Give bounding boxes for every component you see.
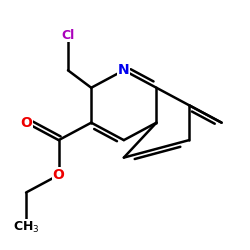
Text: CH$_3$: CH$_3$ [13,220,39,235]
Text: O: O [53,168,64,182]
Text: Cl: Cl [61,29,74,42]
Text: N: N [118,63,130,77]
Text: O: O [20,116,32,130]
